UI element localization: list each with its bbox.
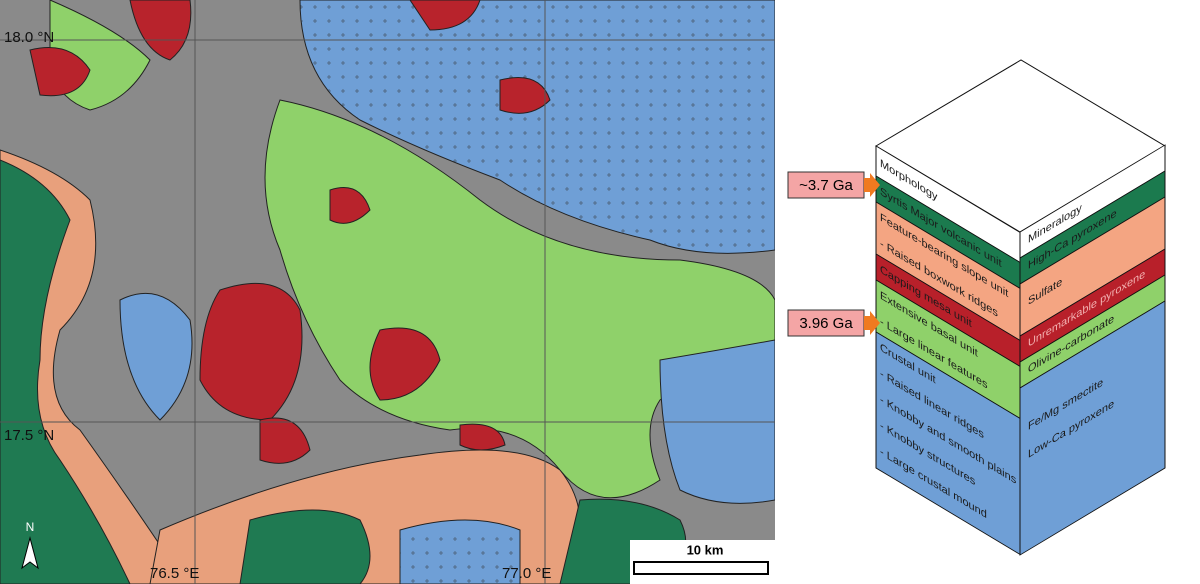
scale-bar: [633, 561, 769, 575]
layer: [1019, 300, 1166, 556]
lat-label: 17.5 °N: [4, 427, 54, 444]
mesa-unit: [129, 0, 192, 61]
mesa-unit: [369, 327, 441, 401]
scale-label: 10 km: [687, 542, 724, 557]
lon-label: 77.0 °E: [502, 565, 551, 582]
volcanic-unit: [0, 159, 131, 584]
age-label: ~3.7 Ga: [799, 177, 853, 194]
age-arrow: [864, 311, 880, 335]
volcanic-unit: [239, 509, 371, 584]
age-box: [787, 171, 865, 199]
mesa-unit: [259, 417, 311, 464]
crustal-pattern: [300, 0, 775, 254]
age-arrow: [864, 173, 880, 197]
lon-label: 76.5 °E: [150, 565, 199, 582]
age-box: [787, 309, 865, 337]
mesa-unit: [29, 47, 91, 97]
north-label: N: [26, 520, 35, 534]
lat-label: 18.0 °N: [4, 29, 54, 46]
age-label: 3.96 Ga: [799, 315, 853, 332]
mesa-unit: [409, 0, 481, 31]
mesa-unit: [499, 77, 551, 114]
mesa-unit: [459, 423, 506, 451]
crustal-unit: [119, 292, 193, 421]
mesa-unit: [329, 187, 371, 224]
map: 18.0 °N 17.5 °N 76.5 °E 77.0 °E 10 km N: [0, 0, 775, 584]
crustal-pattern: [400, 530, 520, 584]
north-arrow: [21, 536, 39, 570]
